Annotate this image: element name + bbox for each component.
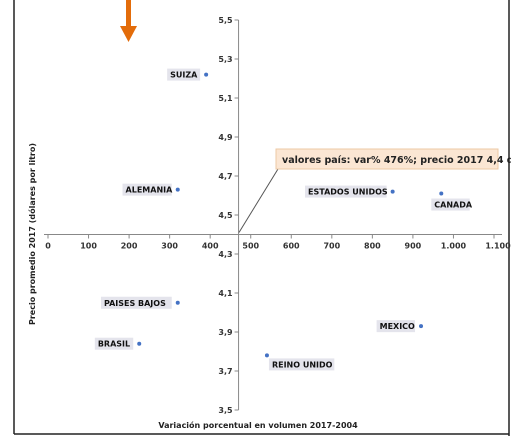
x-axis-title: Variación porcentual en volumen 2017-200… bbox=[158, 420, 358, 430]
point-label: CANADA bbox=[431, 198, 473, 211]
x-tick-label: 800 bbox=[364, 242, 381, 251]
y-tick-label: 4,1 bbox=[218, 289, 233, 298]
y-tick-label: 5,3 bbox=[218, 55, 232, 64]
data-point bbox=[419, 324, 424, 329]
y-axis-title: Precio promedio 2017 (dólares por litro) bbox=[27, 143, 37, 325]
data-point bbox=[137, 341, 142, 346]
y-tick-label: 5,5 bbox=[218, 16, 233, 25]
y-tick-label: 4,7 bbox=[218, 172, 232, 181]
x-tick-label: 500 bbox=[242, 242, 259, 251]
callout-text: valores país: var% 476%; precio 2017 4,4… bbox=[282, 155, 511, 166]
x-tick-label: 600 bbox=[283, 242, 300, 251]
y-tick-label: 3,7 bbox=[218, 367, 232, 376]
point-label-text: REINO UNIDO bbox=[272, 360, 333, 369]
point-label-bg bbox=[100, 296, 172, 309]
x-tick-label: 900 bbox=[405, 242, 422, 251]
x-tick-label: 200 bbox=[121, 242, 138, 251]
data-point bbox=[204, 72, 209, 77]
point-label: ALEMANIA bbox=[122, 183, 174, 196]
x-tick-label: 0 bbox=[45, 242, 51, 251]
data-point bbox=[175, 187, 180, 192]
x-tick-label: 100 bbox=[80, 242, 97, 251]
down-arrow-icon bbox=[120, 0, 137, 42]
point-label-bg bbox=[268, 358, 335, 371]
data-point bbox=[264, 353, 269, 358]
x-tick-label: 700 bbox=[323, 242, 340, 251]
callout-leader-line bbox=[238, 168, 279, 233]
point-label-bg bbox=[305, 185, 387, 198]
point-label-text: CANADA bbox=[434, 201, 473, 210]
point-label: SUIZA bbox=[167, 68, 201, 81]
point-label-text: ESTADOS UNIDOS bbox=[308, 188, 388, 197]
x-tick-label: 1.100 bbox=[485, 242, 511, 251]
point-label: PAISES BAJOS bbox=[100, 296, 172, 309]
y-tick-label: 4,5 bbox=[218, 211, 233, 220]
y-tick-label: 3,9 bbox=[218, 328, 233, 337]
point-label-text: PAISES BAJOS bbox=[104, 299, 166, 308]
data-point bbox=[390, 189, 395, 194]
data-point bbox=[175, 300, 180, 305]
x-tick-label: 300 bbox=[161, 242, 178, 251]
y-tick-label: 4,9 bbox=[218, 133, 233, 142]
data-point bbox=[439, 191, 444, 196]
point-label-bg bbox=[94, 337, 134, 350]
point-label-text: MEXICO bbox=[380, 322, 415, 331]
point-label-bg bbox=[167, 68, 201, 81]
point-label: BRASIL bbox=[94, 337, 134, 350]
callout-box bbox=[275, 148, 499, 170]
point-label-bg bbox=[122, 183, 172, 196]
x-tick-label: 400 bbox=[202, 242, 219, 251]
point-label: ESTADOS UNIDOS bbox=[305, 185, 388, 198]
point-label-bg bbox=[376, 320, 416, 333]
x-tick-label: 1.000 bbox=[441, 242, 467, 251]
point-label-bg bbox=[431, 198, 470, 211]
point-label: REINO UNIDO bbox=[268, 358, 335, 371]
point-label-text: ALEMANIA bbox=[126, 186, 174, 195]
point-label-text: BRASIL bbox=[98, 340, 130, 349]
y-tick-label: 5,1 bbox=[218, 94, 233, 103]
y-tick-label: 3,5 bbox=[218, 406, 233, 415]
y-tick-label: 4,3 bbox=[218, 250, 232, 259]
point-label: MEXICO bbox=[376, 320, 416, 333]
point-label-text: SUIZA bbox=[170, 71, 198, 80]
